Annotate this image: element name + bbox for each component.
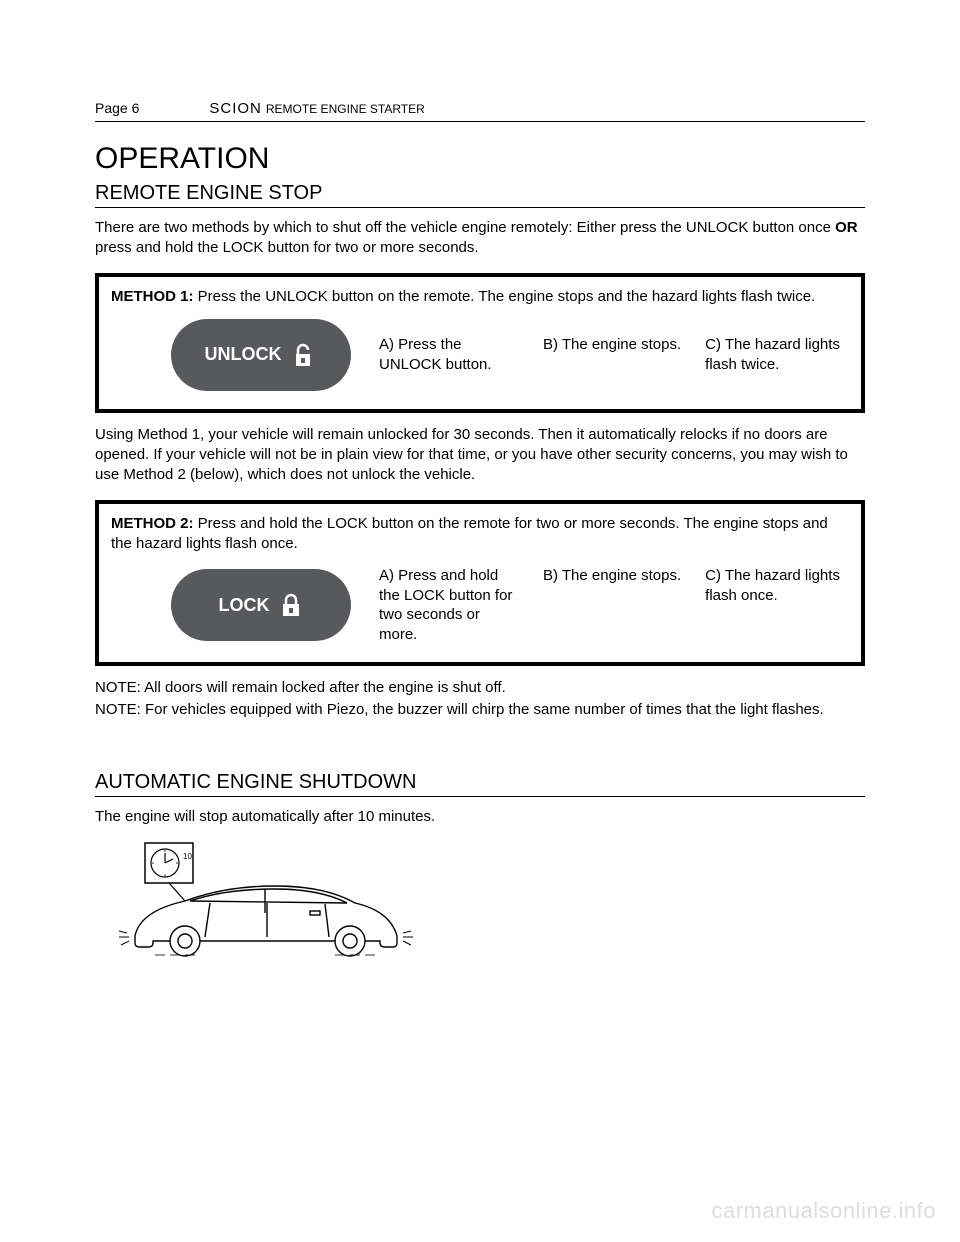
brand-name: SCION xyxy=(209,100,262,117)
method-1-label: METHOD 1: xyxy=(111,288,194,305)
method-1-box: METHOD 1: Press the UNLOCK button on the… xyxy=(95,273,865,413)
method-2-box: METHOD 2: Press and hold the LOCK button… xyxy=(95,500,865,667)
method-1-step-b: B) The engine stops. xyxy=(543,335,681,374)
watermark: carmanualsonline.info xyxy=(711,1198,936,1224)
method-1-text: Press the UNLOCK button on the remote. T… xyxy=(194,288,816,305)
page-number: Page 6 xyxy=(95,100,139,116)
brand-subtitle: REMOTE ENGINE STARTER xyxy=(266,102,425,116)
intro-a: There are two methods by which to shut o… xyxy=(95,219,835,236)
method-1-step-c: C) The hazard lights flash twice. xyxy=(705,335,845,374)
method-2-text: Press and hold the LOCK button on the re… xyxy=(111,515,828,552)
method-1-row: UNLOCK A) Press the UNLOCK button. B) Th… xyxy=(111,319,849,391)
lock-button: LOCK xyxy=(171,569,351,641)
method-2-step-a: A) Press and hold the LOCK button for tw… xyxy=(379,566,519,644)
method-2-row: LOCK A) Press and hold the LOCK button f… xyxy=(111,566,849,644)
unlock-icon xyxy=(290,340,318,370)
method-1-step-a: A) Press the UNLOCK button. xyxy=(379,335,519,374)
note-1: NOTE: All doors will remain locked after… xyxy=(95,678,865,698)
clock-label: 10 xyxy=(183,852,192,861)
car-diagram: 10 xyxy=(115,841,865,966)
method-2-step-b: B) The engine stops. xyxy=(543,566,681,644)
method-2-desc: METHOD 2: Press and hold the LOCK button… xyxy=(111,514,849,555)
method-2-label: METHOD 2: xyxy=(111,515,194,532)
page-header: Page 6 SCION REMOTE ENGINE STARTER xyxy=(95,100,865,122)
auto-shutdown-text: The engine will stop automatically after… xyxy=(95,807,865,827)
intro-b: press and hold the LOCK button for two o… xyxy=(95,239,479,256)
intro-bold: OR xyxy=(835,219,858,236)
method-1-steps: A) Press the UNLOCK button. B) The engin… xyxy=(379,335,845,374)
page-title: OPERATION xyxy=(95,142,865,176)
section-remote-stop-heading: REMOTE ENGINE STOP xyxy=(95,182,865,208)
method-2-step-c: C) The hazard lights flash once. xyxy=(705,566,845,644)
section-auto-shutdown-heading: AUTOMATIC ENGINE SHUTDOWN xyxy=(95,771,865,797)
method-1-desc: METHOD 1: Press the UNLOCK button on the… xyxy=(111,287,849,307)
note-2: NOTE: For vehicles equipped with Piezo, … xyxy=(95,700,865,720)
lock-button-label: LOCK xyxy=(219,595,270,616)
method-2-steps: A) Press and hold the LOCK button for tw… xyxy=(379,566,845,644)
between-methods-text: Using Method 1, your vehicle will remain… xyxy=(95,425,865,486)
lock-icon xyxy=(278,590,304,620)
intro-text: There are two methods by which to shut o… xyxy=(95,218,865,259)
unlock-button-label: UNLOCK xyxy=(205,344,282,365)
unlock-button: UNLOCK xyxy=(171,319,351,391)
